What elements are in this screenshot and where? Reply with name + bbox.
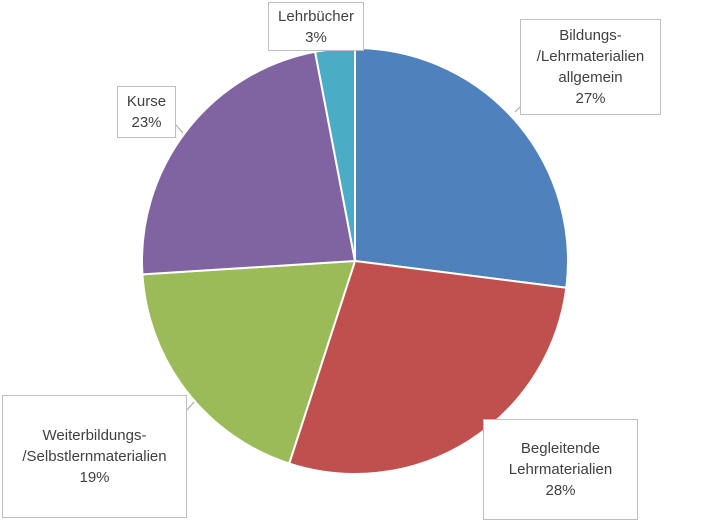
- data-label-weiterbildungs-selbstlernmaterialien: Weiterbildungs- /Selbstlernmaterialien 1…: [2, 395, 187, 518]
- label-line: Kurse: [126, 93, 167, 110]
- pie-slice-begleitende-lehrmaterialien: [287, 259, 568, 475]
- label-line: Lehrbücher: [278, 7, 354, 25]
- leader-line-weiterbildungs-selbstlernmaterialien: [186, 401, 195, 411]
- label-value: 23%: [131, 114, 162, 131]
- label-line: Weiterbildungs-: [42, 427, 147, 444]
- pie-slice-weiterbildungs-selbstlernmaterialien: [141, 259, 357, 465]
- data-label-begleitende-lehrmaterialien: Begleitende Lehrmaterialien 28%: [483, 419, 638, 520]
- label-value: 28%: [545, 482, 576, 499]
- label-line: Begleitende: [520, 440, 601, 457]
- label-line: allgemein: [558, 69, 623, 86]
- data-label-kurse: Kurse 23%: [117, 86, 176, 138]
- label-line: Bildungs-: [559, 27, 622, 44]
- leader-line-kurse: [175, 124, 184, 134]
- label-value: 19%: [79, 469, 110, 486]
- pie-slice-kurse: [141, 50, 357, 276]
- label-value: 27%: [575, 90, 606, 107]
- label-line: /Lehrmaterialien: [536, 48, 645, 65]
- data-label-bildungs-lehrmaterialien: Bildungs- /Lehrmaterialien allgemein 27%: [520, 19, 661, 115]
- label-line: /Selbstlernmaterialien: [22, 448, 167, 465]
- pie-slice-bildungs-lehrmaterialien: [354, 46, 569, 289]
- data-label-lehrbuecher: Lehrbücher 3%: [268, 2, 364, 51]
- label-line: Lehrmaterialien: [508, 461, 613, 478]
- label-value: 3%: [305, 28, 327, 46]
- leader-line-bildungs-lehrmaterialien: [514, 106, 521, 113]
